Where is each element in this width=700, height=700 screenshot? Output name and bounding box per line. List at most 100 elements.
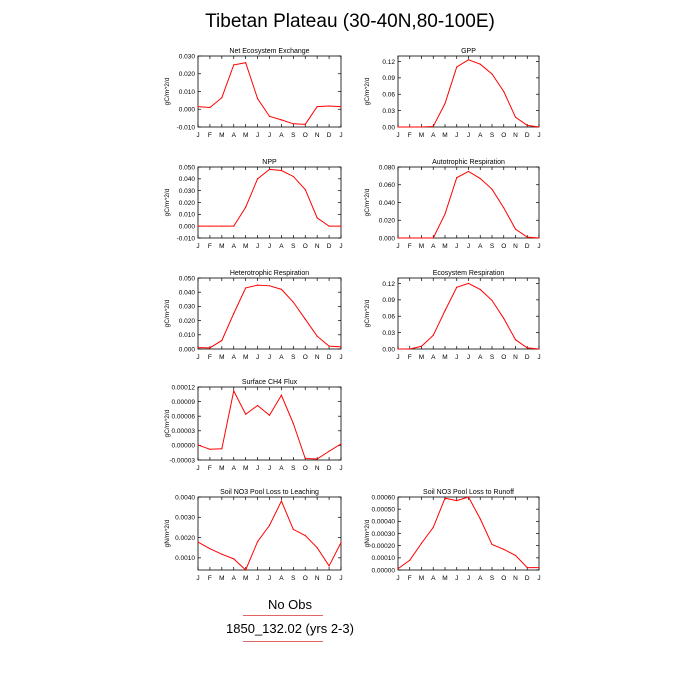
- panel-1: Net Ecosystem Exchange gC/m^2/d 0.030 0.020…: [164, 48, 343, 139]
- plot-frame: [397, 496, 540, 571]
- y-tick-label: -0.00003: [169, 457, 195, 464]
- data-point: [268, 115, 271, 117]
- data-point: [197, 225, 199, 227]
- y-tick-label: 0.12: [382, 59, 395, 66]
- panel-title: Heterotrophic Respiration: [230, 270, 309, 277]
- y-tick-label: 0.040: [179, 176, 196, 183]
- data-point: [221, 553, 223, 555]
- y-tick-label: 0.00: [382, 124, 395, 131]
- series-line: [198, 168, 341, 227]
- footer-obs-label: No Obs: [267, 597, 313, 612]
- y-tick-label: 0.00020: [372, 543, 396, 550]
- data-point: [280, 169, 283, 172]
- panel-title: Soil NO3 Pool Loss to Leaching: [220, 489, 319, 496]
- y-axis-label: gC/m^2/d: [364, 299, 371, 327]
- data-point: [328, 105, 330, 107]
- x-tick-label: D: [525, 575, 530, 582]
- x-tick-label: J: [537, 575, 540, 582]
- y-axis-label: gC/m^2/d: [164, 299, 171, 327]
- y-tick-label: 0.000: [179, 223, 196, 230]
- x-tick-label: N: [513, 243, 518, 250]
- x-tick-label: N: [315, 132, 320, 139]
- data-point: [221, 339, 223, 342]
- x-tick-label: J: [339, 243, 342, 250]
- data-point: [491, 188, 493, 190]
- x-tick-label: D: [327, 354, 332, 361]
- x-tick-label: M: [442, 243, 447, 250]
- data-point: [444, 102, 446, 105]
- data-point: [316, 217, 318, 219]
- panel-title: Net Ecosystem Exchange: [229, 48, 309, 55]
- y-tick-label: 0.040: [379, 200, 396, 207]
- y-tick-label: 0.00050: [372, 506, 396, 513]
- data-point: [197, 444, 199, 446]
- data-point: [503, 317, 505, 320]
- data-point: [456, 66, 458, 68]
- data-point: [456, 500, 458, 502]
- data-point: [526, 566, 528, 569]
- x-tick-label: J: [268, 575, 271, 582]
- data-point: [444, 310, 446, 312]
- y-tick-label: 0.00000: [372, 567, 396, 574]
- data-point: [467, 282, 470, 285]
- data-point: [221, 97, 223, 99]
- data-point: [233, 312, 235, 315]
- x-tick-label: F: [408, 243, 412, 250]
- x-tick-label: J: [396, 575, 399, 582]
- x-tick-label: J: [339, 354, 342, 361]
- y-tick-label: 0.09: [382, 75, 395, 82]
- data-point: [256, 178, 259, 180]
- data-point: [245, 206, 247, 208]
- x-tick-label: O: [303, 465, 308, 472]
- plot-frame: [397, 55, 540, 128]
- x-tick-label: D: [525, 354, 530, 361]
- x-tick-label: A: [431, 354, 436, 361]
- x-tick-label: J: [396, 354, 399, 361]
- x-tick-label: A: [478, 243, 483, 250]
- data-point: [526, 347, 528, 349]
- y-axis-label: gN/m^2/d: [164, 519, 171, 547]
- data-point: [245, 413, 247, 415]
- x-tick-label: O: [303, 575, 308, 582]
- x-tick-label: D: [327, 132, 332, 139]
- x-tick-label: M: [419, 575, 424, 582]
- data-point: [292, 301, 294, 303]
- data-point: [514, 228, 517, 230]
- data-point: [268, 524, 271, 526]
- y-tick-label: 0.00009: [172, 399, 196, 406]
- data-point: [268, 168, 271, 170]
- series-line: [197, 62, 342, 125]
- y-tick-label: 0.010: [179, 332, 196, 339]
- x-tick-label: M: [219, 465, 224, 472]
- x-tick-label: M: [419, 243, 424, 250]
- x-tick-label: A: [478, 575, 483, 582]
- y-tick-label: 0.000: [179, 346, 196, 353]
- data-point: [479, 63, 481, 65]
- x-tick-label: M: [419, 354, 424, 361]
- x-tick-label: M: [219, 575, 224, 582]
- x-tick-label: A: [431, 132, 436, 139]
- panel-3: NPP gC/m^2/d 0.050 0.040 0.030 0.020 0.010 0.00…: [164, 159, 343, 250]
- x-tick-label: N: [513, 575, 518, 582]
- data-point: [197, 105, 199, 108]
- data-point: [491, 73, 493, 75]
- x-tick-label: J: [455, 575, 458, 582]
- x-tick-label: D: [327, 243, 332, 250]
- x-tick-label: J: [467, 243, 470, 250]
- data-point: [328, 225, 330, 227]
- data-point: [467, 59, 470, 61]
- data-point: [233, 225, 235, 227]
- x-tick-label: O: [501, 132, 506, 139]
- x-tick-label: F: [408, 354, 412, 361]
- x-tick-label: S: [291, 354, 296, 361]
- x-tick-label: J: [537, 354, 540, 361]
- data-point: [340, 225, 342, 227]
- y-tick-label: 0.030: [179, 53, 196, 60]
- panel-title: GPP: [461, 48, 476, 55]
- x-tick-label: F: [208, 243, 212, 250]
- x-tick-label: J: [268, 243, 271, 250]
- y-tick-label: 0.000: [379, 235, 396, 242]
- data-point: [467, 170, 470, 173]
- y-axis-label: gC/m^2/d: [364, 77, 371, 105]
- data-point: [268, 414, 271, 416]
